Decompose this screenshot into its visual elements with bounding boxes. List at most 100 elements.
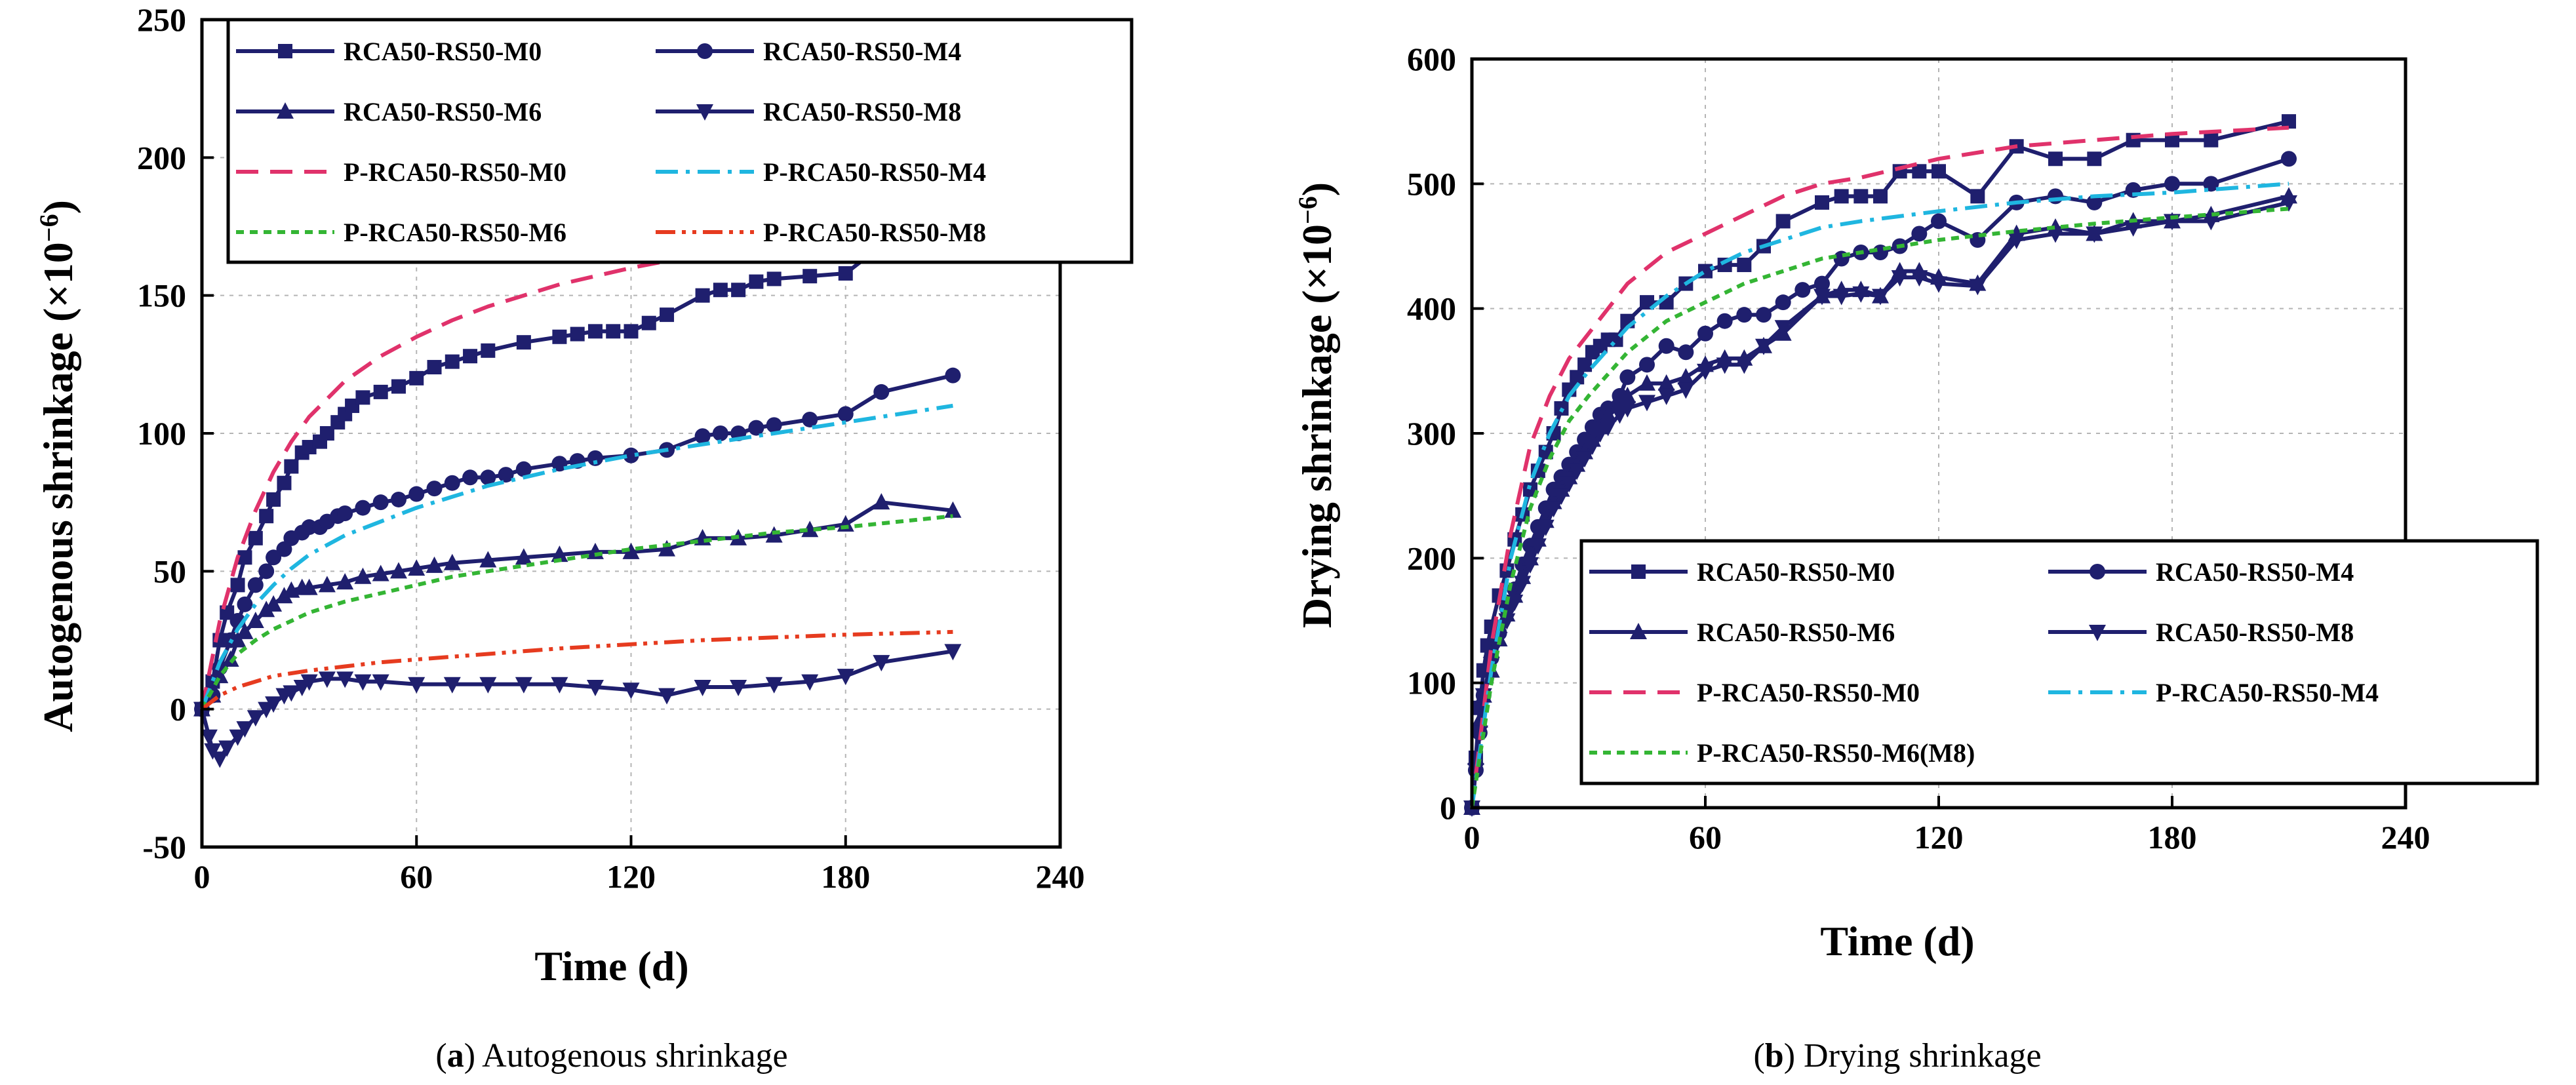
data-point xyxy=(1576,451,1594,468)
data-point xyxy=(300,674,318,691)
data-point xyxy=(2203,176,2219,192)
data-point xyxy=(247,710,264,727)
data-point xyxy=(2164,176,2180,192)
legend-marker xyxy=(278,44,292,58)
data-point xyxy=(641,315,656,330)
tick-layer: 0 60 120 180 240 0 100 200 300 400 500 600 xyxy=(1407,41,2430,856)
x-tick-label: 240 xyxy=(1036,858,1085,895)
data-point xyxy=(237,596,253,612)
data-point xyxy=(336,573,354,590)
y-tick-label: 200 xyxy=(137,139,186,176)
legend-box xyxy=(1579,539,2539,785)
data-point xyxy=(587,324,603,339)
legend-entry: RCA50-RS50-M4 xyxy=(2048,557,2354,587)
data-point xyxy=(515,677,532,694)
data-point xyxy=(266,492,281,507)
data-point xyxy=(837,406,854,422)
data-point xyxy=(516,335,531,350)
data-point xyxy=(748,420,764,436)
data-point xyxy=(1657,374,1675,391)
x-tick-label: 240 xyxy=(2381,819,2430,856)
data-point xyxy=(1834,189,1849,204)
x-axis-label: Time (d) xyxy=(534,943,688,989)
y-tick-label: 500 xyxy=(1407,165,1456,202)
data-point xyxy=(265,696,283,713)
data-point xyxy=(622,682,640,700)
data-point xyxy=(463,349,478,364)
data-point xyxy=(515,461,532,477)
data-point xyxy=(1911,270,1928,287)
data-point xyxy=(372,674,389,691)
data-point xyxy=(1775,214,1791,229)
caption: (b) Drying shrinkage xyxy=(1753,1037,2041,1075)
x-tick-label: 120 xyxy=(1914,819,1964,856)
legend-entry: P-RCA50-RS50-M6(M8) xyxy=(1589,738,1975,768)
data-point xyxy=(462,469,479,486)
data-point xyxy=(587,450,603,466)
data-point xyxy=(1813,288,1831,306)
data-point xyxy=(803,269,818,284)
data-point xyxy=(248,530,263,545)
legend-entry: RCA50-RS50-M6 xyxy=(1589,618,1895,647)
legend-entry: P-RCA50-RS50-M6 xyxy=(236,218,566,247)
data-point xyxy=(480,469,496,486)
data-point xyxy=(873,384,890,400)
data-point xyxy=(236,721,254,738)
data-point xyxy=(266,549,282,566)
data-point xyxy=(1553,488,1570,505)
panel-drying-shrinkage: 0 60 120 180 240 0 100 200 300 400 500 600 Time (d)… xyxy=(1293,41,2539,1075)
legend-marker xyxy=(696,104,713,121)
data-point xyxy=(391,379,406,394)
data-point xyxy=(2204,132,2219,148)
data-point xyxy=(2086,194,2103,210)
data-point xyxy=(230,578,245,593)
data-point xyxy=(265,595,283,612)
data-point xyxy=(354,567,372,584)
x-axis-label: Time (d) xyxy=(1820,918,1974,964)
series-line-p-rca50-rs50-m4 xyxy=(200,403,953,710)
legend-label: P-RCA50-RS50-M6(M8) xyxy=(1697,738,1975,768)
x-tick-label: 0 xyxy=(194,858,210,895)
y-axis-label: Drying shrinkage (×10−6) xyxy=(1293,182,1341,628)
data-point xyxy=(200,729,218,746)
data-point xyxy=(1912,164,1927,179)
data-point xyxy=(712,425,728,441)
data-point xyxy=(1716,313,1733,329)
series-line-p-rca50-rs50-m6 xyxy=(200,514,953,711)
y-tick-label: 50 xyxy=(153,553,186,589)
data-point xyxy=(1619,386,1636,403)
legend-label: P-RCA50-RS50-M4 xyxy=(2156,678,2379,707)
legend-marker xyxy=(277,102,294,119)
data-point xyxy=(319,426,334,441)
legend-label: RCA50-RS50-M0 xyxy=(344,37,542,66)
data-point xyxy=(1852,286,1870,303)
legend-label: P-RCA50-RS50-M0 xyxy=(344,157,566,187)
data-point xyxy=(2047,226,2064,243)
data-point xyxy=(1737,258,1752,273)
legend-marker xyxy=(1630,623,1647,639)
y-tick-label: 100 xyxy=(1407,665,1456,701)
data-point xyxy=(426,481,443,497)
data-point xyxy=(1514,576,1532,593)
data-point xyxy=(372,494,389,511)
legend-label: P-RCA50-RS50-M0 xyxy=(1697,678,1920,707)
legend-entry: P-RCA50-RS50-M0 xyxy=(1589,678,1920,707)
y-tick-label: 400 xyxy=(1407,290,1456,327)
data-point xyxy=(318,671,336,688)
data-point xyxy=(873,493,890,510)
data-point xyxy=(1678,344,1694,361)
x-tick-label: 120 xyxy=(606,858,656,895)
data-point xyxy=(1611,407,1629,424)
y-tick-label: 250 xyxy=(137,1,186,38)
data-point xyxy=(765,677,783,694)
x-tick-label: 0 xyxy=(1464,819,1480,856)
data-point xyxy=(1853,189,1869,204)
data-point xyxy=(1815,195,1829,210)
data-point xyxy=(1658,338,1674,354)
y-tick-label: 600 xyxy=(1407,41,1456,77)
data-point xyxy=(445,354,460,369)
data-point xyxy=(1756,307,1772,323)
data-point xyxy=(204,743,222,760)
